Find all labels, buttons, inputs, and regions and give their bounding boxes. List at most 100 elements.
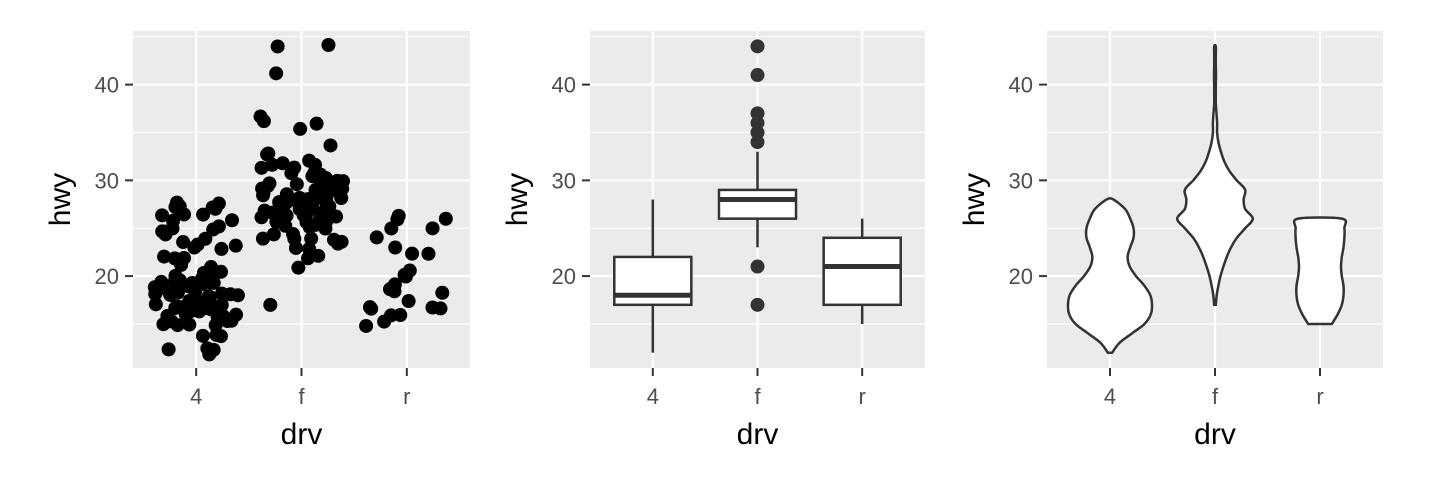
scatter-point [287, 231, 302, 246]
y-axis-title: hwy [958, 173, 991, 226]
violin-shape [1066, 197, 1154, 354]
scatter-point [323, 138, 338, 153]
scatter-point [296, 192, 311, 207]
y-tick-label: 40 [1009, 73, 1033, 98]
scatter-point [263, 297, 278, 312]
scatter-point [157, 249, 172, 264]
scatter-point [330, 173, 345, 188]
scatter-point [308, 182, 323, 197]
scatter-point [308, 157, 323, 172]
scatter-point [261, 146, 276, 161]
y-tick-label: 30 [95, 168, 119, 193]
scatter-point [405, 246, 420, 261]
scatter-point [201, 289, 216, 304]
scatter-point [334, 234, 349, 249]
scatter-point [304, 231, 319, 246]
scatter-point [287, 160, 302, 175]
box-outlier [750, 297, 765, 312]
x-tick-label: f [1212, 384, 1219, 409]
scatter-point [187, 240, 202, 255]
y-axis-title: hwy [501, 173, 534, 226]
scatter-point [171, 299, 186, 314]
x-tick-label: 4 [647, 384, 659, 409]
scatter-point [195, 328, 210, 343]
scatter-point [161, 342, 176, 357]
y-axis-title: hwy [44, 173, 77, 226]
scatter-point [228, 238, 243, 253]
panel-scatter: 20 30 40 4 f r drv hwy [44, 31, 470, 451]
scatter-point [166, 213, 181, 228]
scatter-point [435, 285, 450, 300]
scatter-point [229, 307, 244, 322]
scatter-point [275, 156, 290, 171]
scatter-point [300, 205, 315, 220]
scatter-point [270, 39, 285, 54]
scatter-point [393, 308, 408, 323]
scatter-point [425, 300, 440, 315]
scatter-point [421, 246, 436, 261]
scatter-point [196, 207, 211, 222]
scatter-point [224, 213, 239, 228]
scatter-point [204, 260, 219, 275]
x-axis-title: drv [1194, 418, 1236, 451]
y-tick-label: 40 [552, 73, 576, 98]
scatter-point [167, 251, 182, 266]
scatter-point [402, 263, 417, 278]
box-outlier [750, 115, 765, 130]
scatter-point [388, 240, 403, 255]
scatter-point [390, 212, 405, 227]
panel-boxplot: 20 30 40 4 f r drv hwy [501, 31, 925, 451]
scatter-point [362, 300, 377, 315]
box-outlier [750, 135, 765, 150]
box-outlier [750, 259, 765, 274]
violin-shape [1292, 216, 1348, 326]
y-tick-label: 40 [95, 73, 119, 98]
box-outlier [750, 68, 765, 83]
scatter-point [148, 297, 163, 312]
scatter-point [155, 208, 170, 223]
scatter-point [291, 260, 306, 275]
y-tick-label: 20 [95, 264, 119, 289]
scatter-point [387, 277, 402, 292]
box-outlier [750, 39, 765, 54]
scatter-point [425, 221, 440, 236]
x-tick-label: r [859, 384, 866, 409]
scatter-point [168, 268, 183, 283]
scatter-point [169, 195, 184, 210]
box-body [822, 236, 902, 307]
box-outlier [750, 106, 765, 121]
violin-shape [1175, 43, 1255, 307]
scatter-point [216, 309, 231, 324]
x-axis-title: drv [281, 418, 323, 451]
scatter-point [254, 160, 269, 175]
scatter-point [206, 342, 221, 357]
scatter-point [369, 230, 384, 245]
scatter-point [198, 231, 213, 246]
scatter-point [309, 116, 324, 131]
scatter-point [255, 231, 270, 246]
scatter-point [214, 241, 229, 256]
scatter-point [213, 329, 228, 344]
scatter-point [262, 176, 277, 191]
x-tick-label: f [298, 384, 305, 409]
scatter-point [176, 235, 191, 250]
x-tick-label: r [1316, 384, 1323, 409]
scatter-point [269, 66, 284, 81]
y-tick-label: 20 [1009, 264, 1033, 289]
scatter-point [214, 286, 229, 301]
x-tick-label: f [754, 384, 761, 409]
scatter-point [257, 203, 272, 218]
scatter-point [321, 37, 336, 52]
scatter-point [359, 318, 374, 333]
scatter-point [206, 222, 221, 237]
scatter-point [211, 196, 226, 211]
scatter-point [184, 297, 199, 312]
scatter-point [279, 187, 294, 202]
scatter-point [266, 227, 281, 242]
scatter-point [293, 121, 308, 136]
x-axis-title: drv [737, 418, 779, 451]
scatter-point [438, 211, 453, 226]
scatter-point [401, 294, 416, 309]
scatter-point [253, 109, 268, 124]
